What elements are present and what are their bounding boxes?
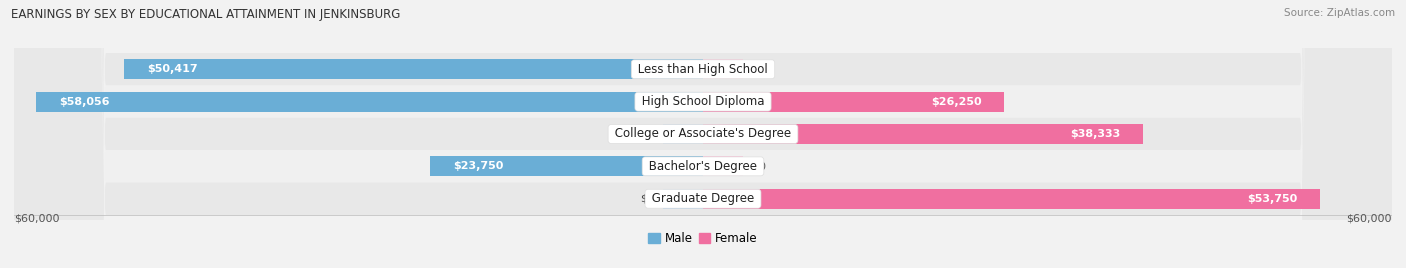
Text: $38,333: $38,333: [1070, 129, 1121, 139]
Bar: [703, 189, 1320, 209]
Bar: [703, 59, 744, 79]
Bar: [37, 92, 703, 112]
Text: Bachelor's Degree: Bachelor's Degree: [645, 160, 761, 173]
Bar: [662, 189, 703, 209]
Text: $0: $0: [752, 161, 766, 171]
Bar: [124, 59, 703, 79]
Text: $23,750: $23,750: [453, 161, 503, 171]
Text: $26,250: $26,250: [931, 97, 981, 107]
Bar: [662, 124, 703, 144]
Text: $0: $0: [640, 194, 654, 204]
Text: $60,000: $60,000: [14, 214, 59, 224]
FancyBboxPatch shape: [14, 0, 1392, 268]
FancyBboxPatch shape: [14, 0, 1392, 268]
Text: Less than High School: Less than High School: [634, 63, 772, 76]
Bar: [430, 156, 703, 176]
Text: $60,000: $60,000: [1347, 214, 1392, 224]
Text: College or Associate's Degree: College or Associate's Degree: [612, 128, 794, 140]
FancyBboxPatch shape: [14, 0, 1392, 268]
Text: EARNINGS BY SEX BY EDUCATIONAL ATTAINMENT IN JENKINSBURG: EARNINGS BY SEX BY EDUCATIONAL ATTAINMEN…: [11, 8, 401, 21]
FancyBboxPatch shape: [14, 0, 1392, 268]
Text: $0: $0: [752, 64, 766, 74]
Text: Source: ZipAtlas.com: Source: ZipAtlas.com: [1284, 8, 1395, 18]
Text: Graduate Degree: Graduate Degree: [648, 192, 758, 205]
Text: $0: $0: [640, 129, 654, 139]
Text: $58,056: $58,056: [59, 97, 110, 107]
Legend: Male, Female: Male, Female: [648, 232, 758, 245]
Text: High School Diploma: High School Diploma: [638, 95, 768, 108]
Bar: [703, 124, 1143, 144]
FancyBboxPatch shape: [14, 0, 1392, 268]
Text: $53,750: $53,750: [1247, 194, 1298, 204]
Bar: [703, 156, 744, 176]
Text: $50,417: $50,417: [148, 64, 198, 74]
Bar: [703, 92, 1004, 112]
